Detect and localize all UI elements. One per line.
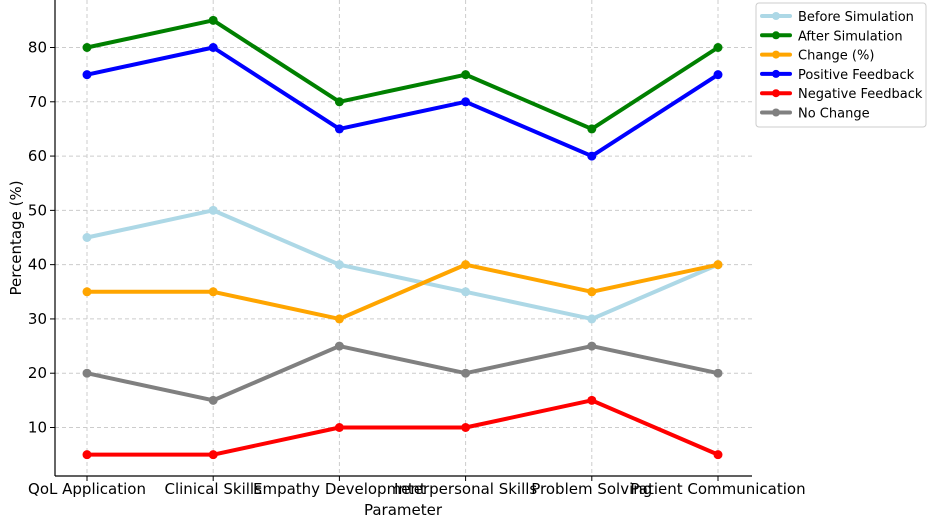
data-point: [334, 97, 344, 107]
data-point: [82, 43, 92, 52]
data-point: [713, 260, 723, 270]
data-point: [208, 395, 218, 405]
grid-layer: [55, 0, 752, 476]
x-axis-label: Parameter: [364, 501, 443, 519]
data-point: [587, 314, 597, 324]
data-point: [208, 287, 218, 297]
data-point: [334, 124, 344, 134]
legend-entry-label: Negative Feedback: [798, 87, 923, 102]
data-point: [713, 43, 723, 52]
data-point: [461, 70, 471, 80]
data-point: [461, 368, 471, 378]
x-tick-label: Problem Solving: [531, 480, 652, 498]
data-point: [461, 97, 471, 107]
y-tick-label: 60: [28, 147, 47, 165]
labels-layer: Parameter Percentage (%): [7, 180, 443, 519]
data-point: [713, 70, 723, 80]
data-point: [587, 124, 597, 134]
data-point: [461, 287, 471, 297]
axes-layer: 10 20 30 40 50 60 70 80 QoL Application Clinical …: [28, 0, 806, 498]
legend-swatch-marker: [772, 12, 780, 20]
data-point: [461, 423, 471, 432]
data-point: [587, 151, 597, 161]
y-tick-label: 80: [28, 39, 47, 57]
x-tick-label: Interpersonal Skills: [394, 480, 537, 498]
series-line: [85, 262, 720, 321]
y-tick-label: 20: [28, 364, 47, 382]
legend-entry-label: After Simulation: [798, 29, 903, 44]
x-tick-label: Empathy Development: [253, 480, 426, 498]
data-point: [461, 260, 471, 270]
legend-box: [755, 2, 927, 128]
series-line: [85, 208, 720, 321]
legend-swatch-marker: [772, 50, 780, 59]
y-axis-label: Percentage (%): [7, 180, 25, 295]
data-point: [82, 233, 92, 242]
data-point: [334, 423, 344, 432]
x-tick-label: Clinical Skills: [165, 480, 263, 498]
data-point: [82, 70, 92, 80]
data-point: [82, 368, 92, 378]
y-tick-label: 30: [28, 310, 47, 328]
data-point: [208, 43, 218, 52]
legend: Before Simulation After Simulation Change …: [755, 2, 927, 128]
data-point: [334, 314, 344, 324]
series-layer: [82, 15, 723, 460]
y-tick-label: 10: [28, 419, 47, 437]
data-point: [208, 15, 218, 25]
data-point: [334, 260, 344, 270]
legend-entry-label: No Change: [798, 107, 870, 122]
legend-entry-label: Positive Feedback: [798, 68, 915, 83]
x-tick-label: Patient Communication: [630, 480, 805, 498]
y-tick-label: 70: [28, 93, 47, 111]
y-tick-label: 40: [28, 256, 47, 274]
legend-swatch-marker: [772, 108, 780, 117]
data-point: [713, 450, 723, 460]
data-point: [587, 395, 597, 405]
legend-swatch-marker: [772, 69, 780, 78]
series-line: [85, 18, 720, 131]
series-line: [85, 45, 720, 159]
legend-entry-label: Before Simulation: [798, 10, 914, 25]
y-tick-label: 50: [28, 201, 47, 219]
data-point: [82, 287, 92, 297]
data-point: [587, 341, 597, 351]
series-line: [85, 398, 720, 457]
x-tick-label: QoL Application: [28, 480, 146, 498]
legend-swatch-marker: [772, 89, 780, 98]
legend-swatch-marker: [772, 31, 780, 40]
data-point: [82, 450, 92, 460]
data-point: [713, 368, 723, 378]
data-point: [587, 287, 597, 297]
data-point: [208, 450, 218, 460]
data-point: [208, 205, 218, 215]
data-point: [334, 341, 344, 351]
legend-entry-label: Change (%): [798, 49, 874, 64]
series-line: [85, 344, 720, 403]
